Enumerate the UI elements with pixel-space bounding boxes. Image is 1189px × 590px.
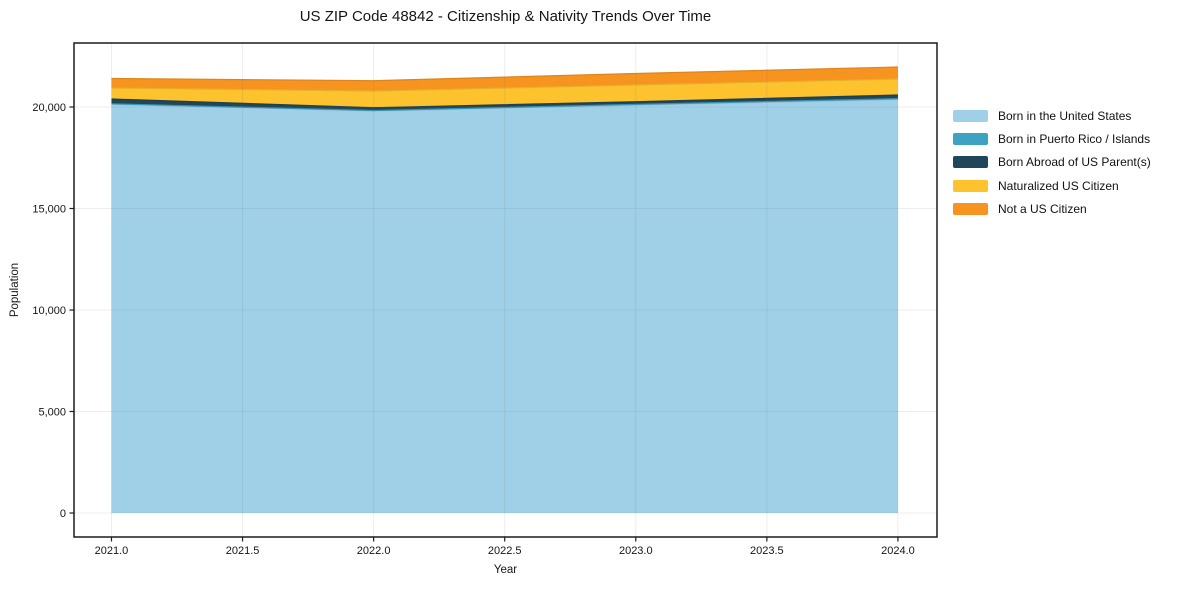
legend-item-born-in-the-united-states: Born in the United States [953,104,1151,127]
area-topline-naturalized-us-citizen [111,78,898,92]
area-topline-not-a-us-citizen [111,66,898,82]
x-tick-label: 2024.0 [881,545,915,557]
legend-item-born-abroad-of-us-parent-s: Born Abroad of US Parent(s) [953,151,1151,174]
legend-item-naturalized-us-citizen: Naturalized US Citizen [953,174,1151,197]
legend-label: Born Abroad of US Parent(s) [998,155,1151,170]
area-series-not-a-us-citizen [111,67,898,92]
x-tick-label: 2022.5 [488,545,522,557]
x-axis-title: Year [494,564,517,576]
legend-label: Not a US Citizen [998,202,1087,217]
y-axis: 0 5,000 10,000 15,000 20,000 [32,102,74,520]
area-topline-born-abroad-of-us-parent-s [111,94,898,109]
legend-swatch-icon [953,156,988,169]
legend-item-born-in-puerto-rico-islands: Born in Puerto Rico / Islands [953,127,1151,150]
x-tick-label: 2021.5 [226,545,260,557]
plot-frame [73,42,938,538]
area-series-born-abroad-of-us-parent-s [111,95,898,111]
y-tick-label: 20,000 [32,102,66,114]
x-tick-label: 2023.5 [750,545,784,557]
y-axis-title: Population [9,263,21,317]
legend-label: Born in the United States [998,108,1132,123]
legend-item-not-a-us-citizen: Not a US Citizen [953,198,1151,221]
legend-swatch-icon [953,109,988,122]
gridlines [74,43,937,537]
y-tick-label: 5,000 [38,406,66,418]
legend-swatch-icon [953,179,988,192]
x-tick-label: 2022.0 [357,545,391,557]
area-topline-born-in-puerto-rico-islands [111,98,898,112]
x-tick-label: 2023.0 [619,545,653,557]
area-series-born-in-the-united-states [111,99,898,514]
legend: Born in the United States Born in Puerto … [953,104,1151,221]
y-tick-label: 0 [60,508,66,520]
legend-swatch-icon [953,203,988,216]
x-tick-label: 2021.0 [95,545,129,557]
legend-label: Born in Puerto Rico / Islands [998,132,1151,147]
x-axis: 2021.0 2021.5 2022.0 2022.5 2023.0 2023.5 2024… [95,537,915,557]
area-series-group [111,66,898,514]
y-tick-label: 15,000 [32,203,66,215]
area-series-naturalized-us-citizen [111,79,898,108]
legend-swatch-icon [953,133,988,146]
y-tick-label: 10,000 [32,305,66,317]
chart-title: US ZIP Code 48842 - Citizenship & Nativi… [299,8,712,25]
legend-label: Naturalized US Citizen [998,178,1119,193]
